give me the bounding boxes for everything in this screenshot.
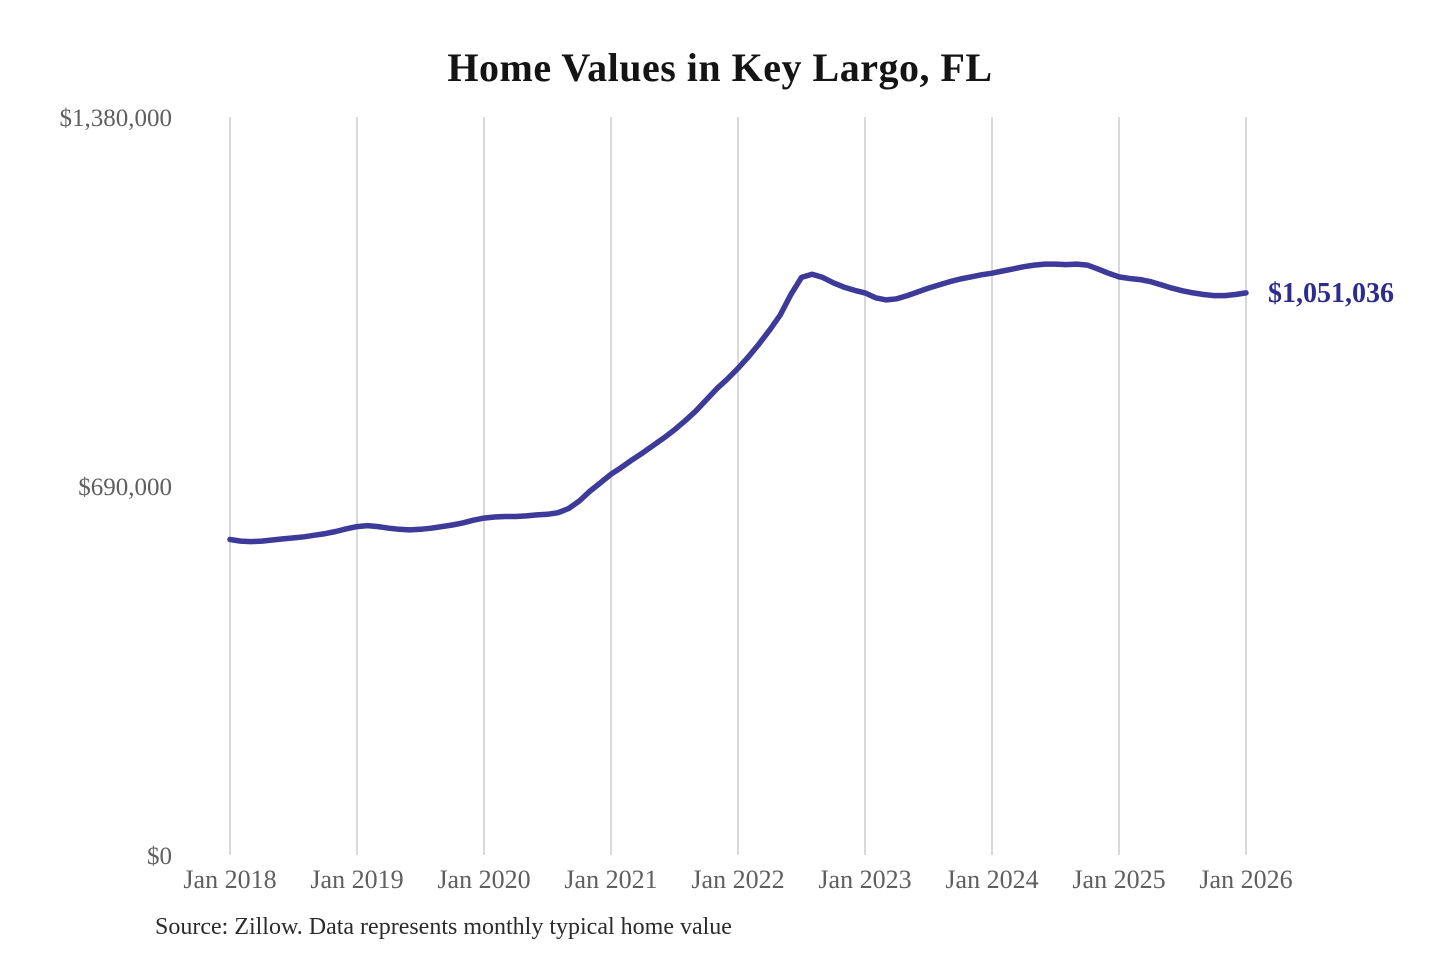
value-line: [227, 261, 1249, 545]
source-note: Source: Zillow. Data represents monthly …: [155, 914, 732, 940]
x-tick-label: Jan 2024: [945, 865, 1038, 894]
x-tick-label: Jan 2023: [818, 865, 911, 894]
y-tick-label: $0: [147, 843, 172, 870]
x-tick-label: Jan 2020: [437, 865, 530, 894]
y-axis-labels: $0 $690,000 $1,380,000: [60, 105, 173, 870]
x-tick-label: Jan 2018: [183, 865, 276, 894]
gridlines: [229, 117, 1247, 855]
x-tick-label: Jan 2019: [310, 865, 403, 894]
y-tick-label: $690,000: [78, 474, 172, 501]
value-line-series: [227, 261, 1249, 545]
chart-title: Home Values in Key Largo, FL: [447, 45, 993, 90]
x-axis-labels: Jan 2018 Jan 2019 Jan 2020 Jan 2021 Jan 2022…: [183, 865, 1292, 894]
x-tick-label: Jan 2025: [1072, 865, 1165, 894]
x-tick-label: Jan 2026: [1199, 865, 1292, 894]
x-tick-label: Jan 2021: [564, 865, 657, 894]
y-tick-label: $1,380,000: [60, 105, 173, 132]
current-value-label: $1,051,036: [1268, 278, 1394, 309]
current-value-label-group: $1,051,036: [1268, 278, 1394, 309]
x-tick-label: Jan 2022: [691, 865, 784, 894]
